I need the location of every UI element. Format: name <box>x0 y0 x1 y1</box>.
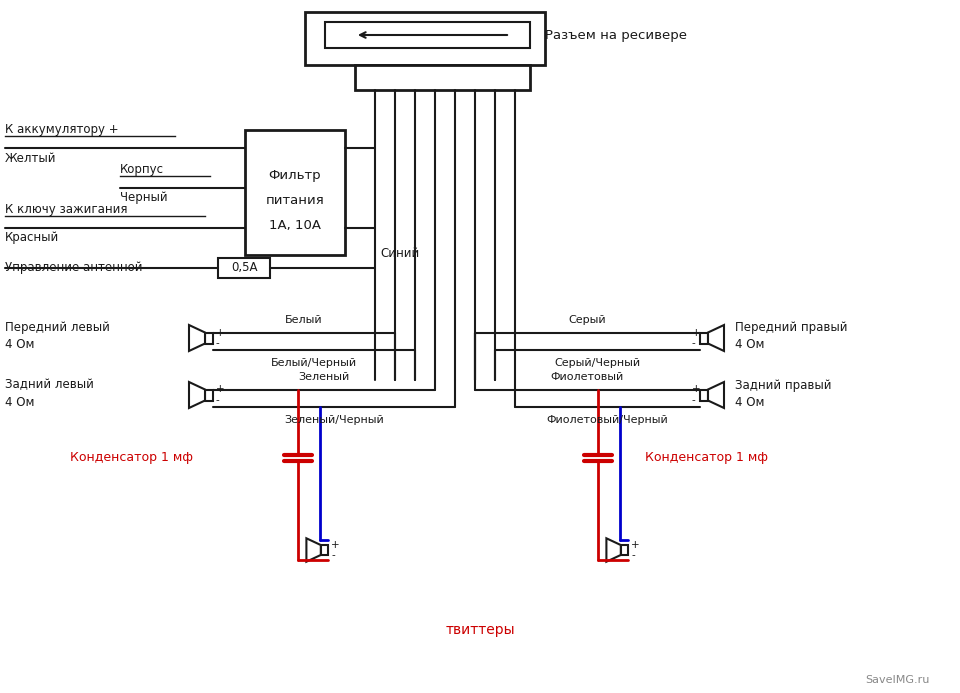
Text: Синий: Синий <box>380 247 420 260</box>
Text: Передний левый: Передний левый <box>5 322 109 335</box>
Text: Серый/Черный: Серый/Черный <box>554 358 640 368</box>
Polygon shape <box>189 382 205 408</box>
Text: 4 Ом: 4 Ом <box>735 338 764 351</box>
Polygon shape <box>607 538 621 562</box>
Text: +: + <box>692 385 701 394</box>
Text: Зеленый/Черный: Зеленый/Черный <box>284 415 384 425</box>
Text: +: + <box>692 328 701 337</box>
Polygon shape <box>708 382 724 408</box>
Text: Передний правый: Передний правый <box>735 322 848 335</box>
Bar <box>305 12 545 65</box>
Text: -: - <box>216 396 220 405</box>
Text: 0,5А: 0,5А <box>230 261 257 274</box>
Text: Управление антенной: Управление антенной <box>5 261 142 274</box>
Text: 4 Ом: 4 Ом <box>735 396 764 408</box>
Polygon shape <box>306 538 321 562</box>
Text: +: + <box>216 385 225 394</box>
Text: Конденсатор 1 мф: Конденсатор 1 мф <box>645 452 768 464</box>
Text: -: - <box>216 338 220 349</box>
Text: твиттеры: твиттеры <box>445 623 515 637</box>
Text: Задний правый: Задний правый <box>735 378 831 392</box>
Text: -: - <box>331 550 335 560</box>
Bar <box>245 130 345 255</box>
Text: +: + <box>631 540 639 550</box>
Text: Фиолетовый/Черный: Фиолетовый/Черный <box>546 415 668 425</box>
Bar <box>700 333 708 344</box>
Text: Серый: Серый <box>568 315 606 325</box>
Text: -: - <box>692 396 696 405</box>
Text: +: + <box>216 328 225 337</box>
Bar <box>700 389 708 401</box>
Bar <box>621 545 628 555</box>
Text: 1А, 10А: 1А, 10А <box>269 218 321 231</box>
Text: Красный: Красный <box>5 231 60 245</box>
Bar <box>321 545 328 555</box>
Text: SaveIMG.ru: SaveIMG.ru <box>866 675 930 685</box>
Text: -: - <box>631 550 635 560</box>
Polygon shape <box>708 325 724 351</box>
Text: 4 Ом: 4 Ом <box>5 338 35 351</box>
Text: Желтый: Желтый <box>5 152 57 164</box>
Bar <box>205 333 213 344</box>
Bar <box>218 258 270 278</box>
Text: Задний левый: Задний левый <box>5 378 94 392</box>
Text: 4 Ом: 4 Ом <box>5 396 35 408</box>
Text: Разъем на ресивере: Разъем на ресивере <box>545 28 687 42</box>
Text: К ключу зажигания: К ключу зажигания <box>5 203 128 216</box>
Bar <box>355 65 530 90</box>
Text: Конденсатор 1 мф: Конденсатор 1 мф <box>70 452 193 464</box>
Text: Корпус: Корпус <box>120 163 164 176</box>
Text: -: - <box>692 338 696 349</box>
Polygon shape <box>189 325 205 351</box>
Bar <box>205 389 213 401</box>
Text: Фильтр: Фильтр <box>269 168 322 182</box>
Text: Белый: Белый <box>285 315 323 325</box>
Text: питания: питания <box>266 193 324 207</box>
Text: Белый/Черный: Белый/Черный <box>271 358 357 368</box>
Text: +: + <box>331 540 340 550</box>
Text: Фиолетовый: Фиолетовый <box>550 372 624 382</box>
Text: Черный: Черный <box>120 191 168 204</box>
Text: Зеленый: Зеленый <box>299 372 349 382</box>
Text: К аккумулятору +: К аккумулятору + <box>5 123 119 136</box>
Bar <box>325 22 530 48</box>
